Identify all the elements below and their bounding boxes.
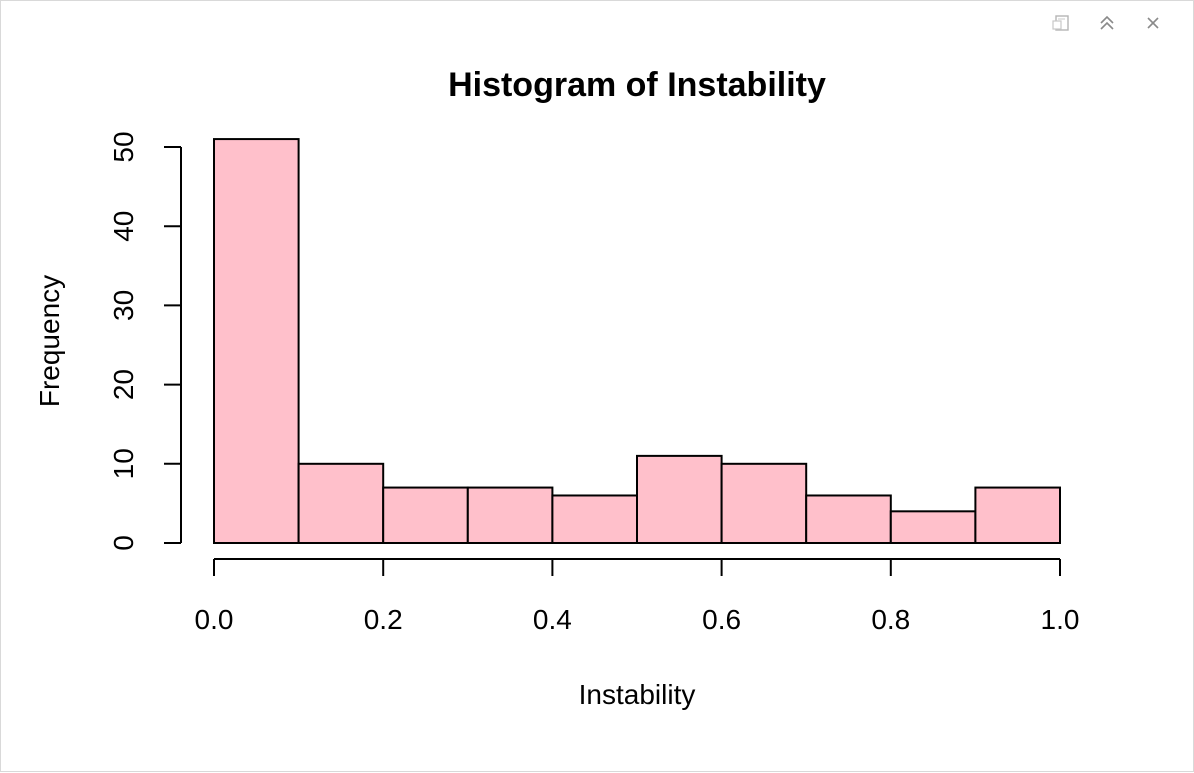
export-button[interactable] [1049,11,1073,35]
bars-group [213,138,1062,545]
close-button[interactable] [1141,11,1165,35]
histogram-bar-6 [720,462,808,544]
y-tick-label-3: 30 [108,290,139,321]
histogram-bar-9 [974,486,1062,544]
histogram-bar-4 [551,494,639,545]
y-tick-label-1: 10 [108,448,139,479]
x-tick-label-0: 0.0 [195,604,234,635]
x-tick-label-2: 0.4 [533,604,572,635]
collapse-button[interactable] [1095,11,1119,35]
histogram-bar-7 [805,494,892,545]
y-axis: 0 10 20 30 40 50 [108,131,182,551]
x-axis-label: Instability [579,679,696,710]
x-tick-label-5: 1.0 [1041,604,1080,635]
y-tick-label-5: 50 [108,131,139,162]
y-axis-label: Frequency [34,275,65,407]
histogram-bar-8 [889,510,977,545]
histogram-bar-2 [382,486,469,544]
plot-toolbar [1049,11,1165,35]
y-tick-label-4: 40 [108,211,139,242]
y-tick-label-2: 20 [108,369,139,400]
histogram-bar-3 [466,486,554,544]
histogram-bar-1 [297,462,385,544]
x-tick-label-3: 0.6 [702,604,741,635]
x-tick-label-4: 0.8 [871,604,910,635]
export-icon [1052,15,1069,31]
histogram-bar-0 [213,138,300,545]
y-tick-label-0: 0 [108,535,139,551]
x-axis: 0.0 0.2 0.4 0.6 0.8 1.0 [195,558,1080,635]
chart-title: Histogram of Instability [448,66,826,104]
collapse-icon [1100,15,1114,30]
close-icon [1147,17,1159,29]
x-tick-label-1: 0.2 [364,604,403,635]
histogram-bar-5 [636,454,723,545]
